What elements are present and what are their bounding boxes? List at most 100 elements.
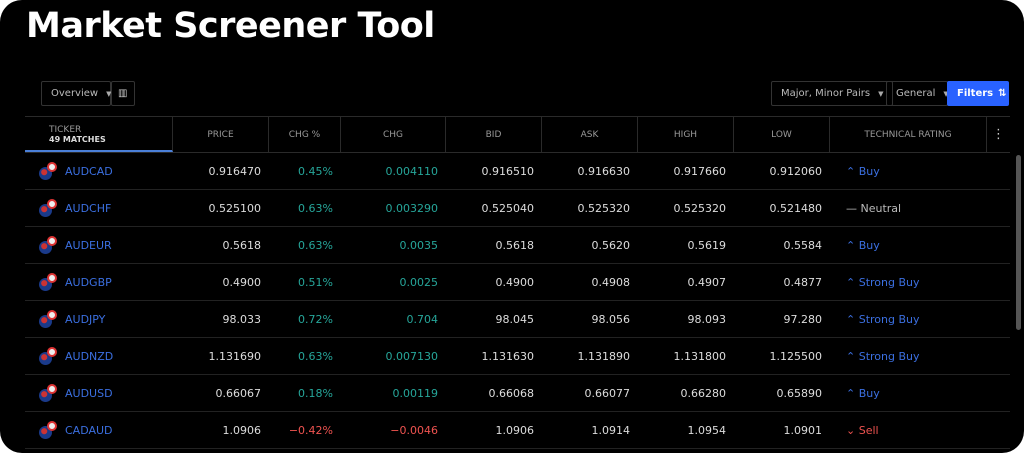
pairs-dropdown[interactable]: Major, Minor Pairs ▼ [771,81,894,106]
low-cell: 0.65890 [776,386,823,400]
technical-rating-cell: ⌃ Strong Buy [846,349,920,363]
ticker-cell[interactable]: AUDGBP [25,273,173,291]
ask-cell: 1.0914 [591,423,631,437]
col-chg[interactable]: CHG [341,117,446,152]
ticker-symbol[interactable]: AUDEUR [65,238,112,252]
technical-rating-cell: ⌃ Strong Buy [846,312,920,326]
table-row[interactable]: AUDUSD 0.66067 0.18% 0.00119 0.66068 0.66077 0… [25,375,1010,412]
general-dropdown[interactable]: General ▼ [886,81,949,106]
chg-cell: 0.004110 [385,164,439,178]
table-row[interactable]: AUDCHF 0.525100 0.63% 0.003290 0.525040 0.525… [25,190,1010,227]
price-cell: 1.131690 [208,349,262,363]
currency-flag-icon [39,347,59,365]
table-row[interactable]: CADAUD 1.0906 −0.42% −0.0046 1.0906 1.0914 1.0… [25,412,1010,449]
table-row[interactable]: AUDCAD 0.916470 0.45% 0.004110 0.916510 0.916… [25,153,1010,190]
price-cell: 0.66067 [215,386,262,400]
columns-icon[interactable]: ▥ [111,81,135,106]
overview-label: Overview [51,88,99,99]
currency-flag-icon [39,421,59,439]
table-row[interactable]: AUDGBP 0.4900 0.51% 0.0025 0.4900 0.4908 0.490… [25,264,1010,301]
chg-cell: 0.0025 [399,275,439,289]
ticker-symbol[interactable]: AUDUSD [65,386,113,400]
overview-dropdown[interactable]: Overview ▼ [41,81,111,106]
high-cell: 1.0954 [687,423,727,437]
currency-flag-icon [39,162,59,180]
chg-cell: −0.0046 [390,423,438,437]
caret-down-icon: ▼ [106,89,112,98]
low-cell: 0.4877 [783,275,823,289]
col-ask[interactable]: ASK [542,117,638,152]
matches-count: 49 MATCHES [49,135,106,144]
filters-button[interactable]: Filters ⇅ [947,81,1009,106]
more-icon[interactable]: ⋮ [992,127,1005,142]
ticker-cell[interactable]: AUDNZD [25,347,173,365]
chg-cell: 0.704 [406,312,439,326]
ticker-header: TICKER [49,125,82,135]
high-cell: 98.093 [687,312,727,326]
ticker-cell[interactable]: CADAUD [25,421,173,439]
general-label: General [896,88,936,99]
col-price[interactable]: PRICE [173,117,269,152]
table-row[interactable]: AUDNZD 1.131690 0.63% 0.007130 1.131630 1.131… [25,338,1010,375]
ticker-symbol[interactable]: AUDCAD [65,164,113,178]
bid-cell: 1.0906 [495,423,535,437]
table-row[interactable]: AUDEUR 0.5618 0.63% 0.0035 0.5618 0.5620 0.561… [25,227,1010,264]
currency-flag-icon [39,310,59,328]
chgp-cell: 0.45% [298,164,333,178]
ask-cell: 0.916630 [577,164,631,178]
price-cell: 0.525100 [208,201,262,215]
low-cell: 1.0901 [783,423,823,437]
currency-flag-icon [39,236,59,254]
ticker-cell[interactable]: AUDCHF [25,199,173,217]
chgp-cell: 0.51% [298,275,333,289]
high-cell: 0.4907 [687,275,727,289]
chgp-cell: −0.42% [288,423,333,437]
low-cell: 0.521480 [769,201,823,215]
ticker-symbol[interactable]: AUDNZD [65,349,114,363]
filters-label: Filters [957,88,994,99]
caret-down-icon: ▼ [878,89,884,98]
sliders-icon: ⇅ [998,88,1007,99]
price-cell: 0.916470 [208,164,262,178]
ticker-symbol[interactable]: CADAUD [65,423,113,437]
bid-cell: 0.66068 [488,386,535,400]
technical-rating-cell: ⌃ Buy [846,386,880,400]
high-cell: 0.525320 [673,201,727,215]
col-technical-rating[interactable]: TECHNICAL RATING [830,117,987,152]
ticker-cell[interactable]: AUDEUR [25,236,173,254]
ask-cell: 0.4908 [591,275,631,289]
table-header: TICKER 49 MATCHES PRICE CHG % CHG BID ASK… [25,116,1010,153]
chgp-cell: 0.63% [298,201,333,215]
bid-cell: 0.525040 [481,201,535,215]
ask-cell: 0.525320 [577,201,631,215]
ask-cell: 0.66077 [584,386,631,400]
ticker-cell[interactable]: AUDCAD [25,162,173,180]
scrollbar[interactable] [1016,155,1021,330]
low-cell: 0.5584 [783,238,823,252]
low-cell: 0.912060 [769,164,823,178]
currency-flag-icon [39,199,59,217]
technical-rating-cell: ⌄ Sell [846,423,879,437]
chgp-cell: 0.18% [298,386,333,400]
ticker-cell[interactable]: AUDJPY [25,310,173,328]
ticker-symbol[interactable]: AUDGBP [65,275,112,289]
ticker-cell[interactable]: AUDUSD [25,384,173,402]
col-low[interactable]: LOW [734,117,830,152]
col-high[interactable]: HIGH [638,117,734,152]
col-bid[interactable]: BID [446,117,542,152]
bid-cell: 0.916510 [481,164,535,178]
ticker-symbol[interactable]: AUDJPY [65,312,106,326]
chgp-cell: 0.72% [298,312,333,326]
chgp-cell: 0.63% [298,349,333,363]
caret-down-icon: ▼ [943,90,948,98]
col-ticker[interactable]: TICKER 49 MATCHES [25,117,173,152]
ticker-symbol[interactable]: AUDCHF [65,201,112,215]
table-row[interactable]: AUDJPY 98.033 0.72% 0.704 98.045 98.056 98.093… [25,301,1010,338]
technical-rating-cell: ⌃ Buy [846,164,880,178]
low-cell: 97.280 [783,312,823,326]
ask-cell: 98.056 [591,312,631,326]
price-cell: 0.4900 [222,275,262,289]
page-title: Market Screener Tool [26,6,435,46]
col-chg-pct[interactable]: CHG % [269,117,341,152]
bid-cell: 0.5618 [495,238,535,252]
